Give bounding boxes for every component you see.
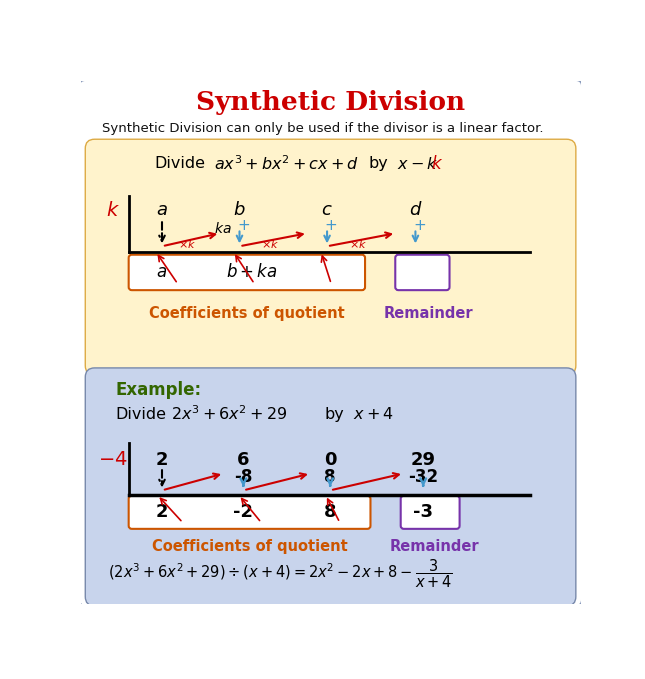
Text: 8: 8: [324, 469, 336, 486]
FancyBboxPatch shape: [395, 255, 450, 290]
Text: $k$: $k$: [431, 155, 443, 173]
Text: 29: 29: [411, 451, 435, 469]
Text: Divide: Divide: [154, 156, 205, 171]
Text: $x-k$: $x-k$: [397, 156, 438, 172]
FancyBboxPatch shape: [85, 368, 576, 606]
Text: $2x^3+6x^2+29$: $2x^3+6x^2+29$: [170, 405, 286, 424]
Text: 2: 2: [155, 503, 168, 521]
FancyBboxPatch shape: [85, 139, 576, 375]
Text: Coefficients of quotient: Coefficients of quotient: [149, 306, 344, 320]
Text: $\times k$: $\times k$: [348, 238, 367, 250]
Text: $+$: $+$: [413, 218, 426, 233]
Text: by: by: [369, 156, 389, 171]
Text: $b$: $b$: [233, 201, 246, 219]
Text: $k$: $k$: [106, 200, 120, 219]
Text: $a$: $a$: [157, 263, 168, 281]
FancyBboxPatch shape: [401, 496, 460, 529]
Text: Synthetic Division: Synthetic Division: [196, 90, 465, 115]
Text: 8: 8: [324, 503, 337, 521]
Text: -3: -3: [413, 503, 433, 521]
Text: $\times k$: $\times k$: [261, 238, 279, 250]
Text: $(2x^3+6x^2+29)\div(x+4)=2x^2-2x+8-\dfrac{3}{x+4}$: $(2x^3+6x^2+29)\div(x+4)=2x^2-2x+8-\dfra…: [108, 557, 453, 590]
Text: Remainder: Remainder: [389, 539, 479, 554]
Text: $a$: $a$: [156, 201, 168, 219]
Text: $-4$: $-4$: [98, 450, 128, 469]
Text: Divide: Divide: [115, 407, 166, 422]
Text: 6: 6: [237, 451, 250, 469]
Text: -32: -32: [408, 469, 438, 486]
Text: Remainder: Remainder: [384, 306, 473, 320]
Text: -8: -8: [234, 469, 253, 486]
Text: $d$: $d$: [409, 201, 422, 219]
Text: $\times k$: $\times k$: [178, 238, 196, 250]
FancyBboxPatch shape: [128, 255, 365, 290]
Text: $ax^3+bx^2+cx+d$: $ax^3+bx^2+cx+d$: [214, 155, 359, 173]
Text: Synthetic Division can only be used if the divisor is a linear factor.: Synthetic Division can only be used if t…: [103, 122, 544, 135]
Text: $b+ka$: $b+ka$: [226, 263, 278, 281]
Text: 0: 0: [324, 451, 337, 469]
Text: 2: 2: [155, 451, 168, 469]
Text: by: by: [324, 407, 344, 422]
Text: $+$: $+$: [237, 218, 250, 233]
Text: Example:: Example:: [115, 381, 202, 399]
FancyBboxPatch shape: [79, 80, 582, 606]
Text: Coefficients of quotient: Coefficients of quotient: [152, 539, 348, 554]
Text: $x+4$: $x+4$: [353, 406, 394, 422]
Text: $c$: $c$: [321, 201, 333, 219]
FancyBboxPatch shape: [128, 496, 370, 529]
Text: $+$: $+$: [324, 218, 337, 233]
Text: -2: -2: [233, 503, 253, 521]
Text: $ka$: $ka$: [213, 221, 232, 236]
